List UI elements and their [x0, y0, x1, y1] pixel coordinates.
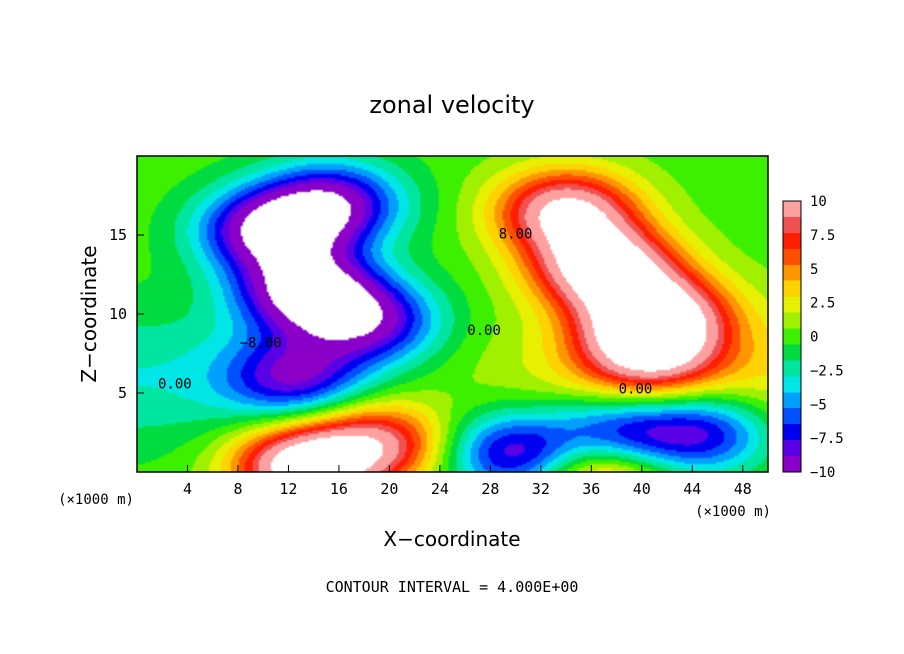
contour-label: −8.00 [240, 335, 282, 351]
colorbar-frame [782, 200, 802, 473]
colorbar: 10 7.5 5 2.5 0 −2.5 −5 −7.5 −10 [782, 194, 844, 481]
colorbar-tick-label: −5 [810, 397, 827, 413]
x-tick-label: 12 [279, 480, 297, 498]
x-tick-label: 40 [633, 480, 651, 498]
x-tick-label: 16 [330, 480, 348, 498]
x-tick-label: 20 [380, 480, 398, 498]
contour-label: 0.00 [467, 323, 501, 339]
y-axis: 5 10 15 [109, 226, 144, 402]
y-tick-label: 15 [109, 226, 127, 244]
x-axis-label: X−coordinate [383, 527, 520, 551]
x-axis: 4 8 12 16 20 24 28 32 36 40 44 48 [183, 465, 752, 498]
x-tick-label: 28 [481, 480, 499, 498]
colorbar-tick-label: −7.5 [810, 431, 844, 447]
contour-label: 0.00 [158, 377, 192, 393]
contour-label: 0.00 [619, 381, 653, 397]
chart-title: zonal velocity [369, 91, 534, 119]
x-unit-left: (×1000 m) [58, 492, 134, 508]
contour-label: 8.00 [499, 226, 533, 242]
x-tick-label: 24 [431, 480, 449, 498]
plot-area: −8.00 0.00 0.00 8.00 0.00 [136, 155, 769, 473]
y-axis-label: Z−coordinate [77, 245, 101, 382]
contour-labels: −8.00 0.00 0.00 8.00 0.00 [158, 226, 652, 397]
colorbar-tick-label: 7.5 [810, 228, 835, 244]
colorbar-tick-label: −2.5 [810, 363, 844, 379]
x-tick-label: 48 [734, 480, 752, 498]
colorbar-tick-label: 10 [810, 194, 827, 210]
x-tick-label: 32 [532, 480, 550, 498]
x-tick-label: 44 [683, 480, 701, 498]
x-tick-label: 36 [582, 480, 600, 498]
colorbar-tick-label: 5 [810, 262, 818, 278]
colorbar-ramp [783, 201, 801, 472]
x-tick-label: 4 [183, 480, 192, 498]
y-tick-label: 5 [118, 384, 127, 402]
contour-interval-note: CONTOUR INTERVAL = 4.000E+00 [326, 578, 579, 596]
colorbar-tick-label: 0 [810, 330, 818, 346]
colorbar-ticks: 10 7.5 5 2.5 0 −2.5 −5 −7.5 −10 [810, 194, 844, 481]
velocity-field [137, 156, 768, 472]
x-tick-label: 8 [233, 480, 242, 498]
y-tick-label: 10 [109, 305, 127, 323]
x-unit-right: (×1000 m) [695, 504, 771, 520]
colorbar-tick-label: −10 [810, 465, 835, 481]
colorbar-tick-label: 2.5 [810, 296, 835, 312]
